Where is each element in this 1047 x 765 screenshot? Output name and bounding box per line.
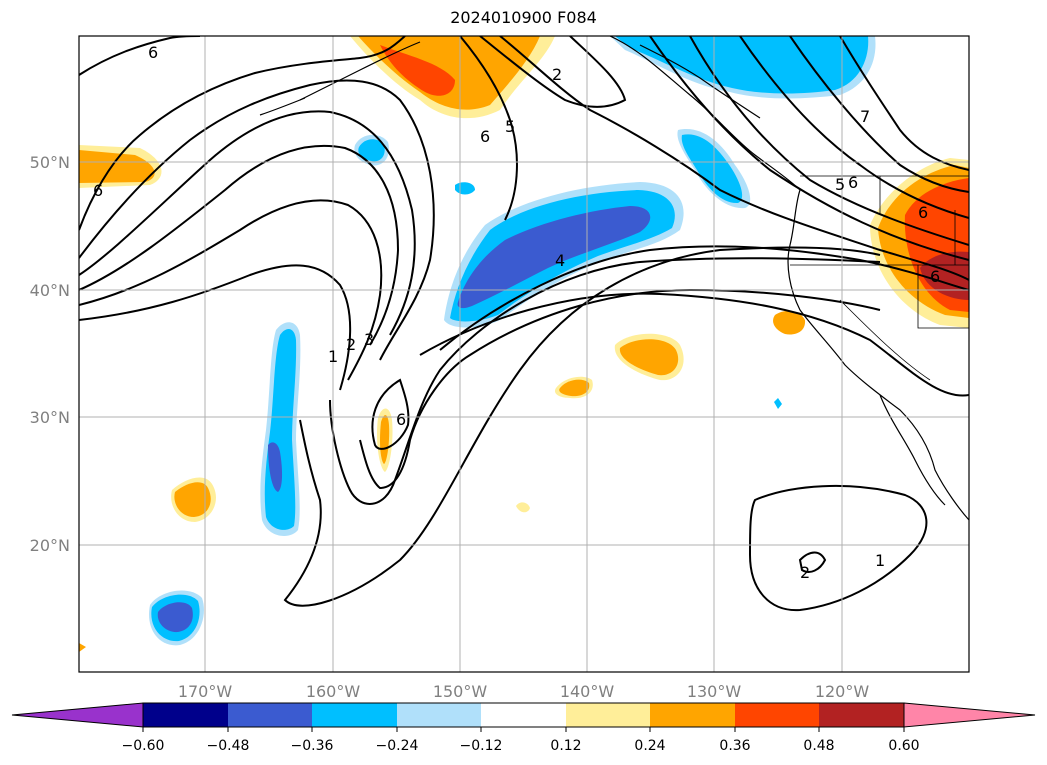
anomaly-neg-3b (358, 139, 385, 162)
contour-label: 6 (148, 43, 158, 62)
anomaly-neg-west-3 (268, 442, 283, 492)
colorbar: −0.60 −0.48 −0.36 −0.24 −0.12 0.12 0.24 … (11, 702, 1036, 754)
colorbar-tick-label: −0.24 (376, 738, 419, 754)
anomaly-pos-1b (619, 339, 679, 376)
colorbar-swatch (735, 703, 819, 727)
state-borders (790, 175, 969, 381)
anomaly-neg-sw-3 (157, 602, 193, 633)
contour-label: 2 (800, 563, 810, 582)
anomaly-pos-7 (79, 643, 86, 652)
anomaly-neg-2b (681, 134, 743, 204)
contour-lines (79, 36, 969, 612)
contour-label: 5 (835, 175, 845, 194)
longitude-labels: 170°W 160°W 150°W 140°W 130°W 120°W (178, 682, 870, 701)
lon-label: 120°W (815, 682, 870, 701)
colorbar-swatch (397, 703, 481, 727)
anomaly-pos-2 (773, 310, 806, 335)
map-background (79, 36, 969, 672)
lon-label: 140°W (560, 682, 615, 701)
colorbar-swatch (566, 703, 650, 727)
contour-label: 4 (555, 251, 565, 270)
anomaly-neg-ne-2 (615, 36, 869, 94)
anomaly-neg-small (774, 398, 782, 409)
shaded-anomalies (79, 36, 969, 652)
colorbar-swatch (481, 703, 566, 727)
map-frame (78, 35, 970, 673)
contour-label: 1 (875, 551, 885, 570)
lon-label: 160°W (306, 682, 361, 701)
contour-label: 6 (930, 267, 940, 286)
contour-label: 6 (918, 203, 928, 222)
colorbar-swatch (228, 703, 312, 727)
graticule (79, 36, 969, 672)
colorbar-tick-label: −0.48 (207, 738, 250, 754)
contour-label: 5 (505, 117, 515, 136)
lon-label: 150°W (433, 682, 488, 701)
colorbar-tick-label: −0.60 (122, 738, 165, 754)
map-title: 2024010900 F084 (450, 8, 597, 27)
colorbar-swatch (143, 703, 228, 727)
lat-label: 40°N (30, 281, 70, 300)
contour-label: 6 (848, 173, 858, 192)
colorbar-tick-label: −0.36 (291, 738, 334, 754)
anomaly-pos-west-2 (79, 150, 155, 183)
colorbar-extend-low (11, 702, 144, 728)
lat-label: 30°N (30, 408, 70, 427)
lon-label: 170°W (178, 682, 233, 701)
coastline (259, 36, 969, 521)
contour-label: 6 (93, 181, 103, 200)
colorbar-swatch (312, 703, 397, 727)
lat-label: 20°N (30, 536, 70, 555)
colorbar-tick-label: −0.12 (460, 738, 503, 754)
contour-label: 6 (480, 127, 490, 146)
anomaly-pos-5b (380, 415, 390, 464)
lon-label: 130°W (687, 682, 742, 701)
contour-label: 7 (860, 107, 870, 126)
anomaly-pos-east-4 (920, 251, 969, 300)
latitude-labels: 50°N 40°N 30°N 20°N (30, 153, 70, 555)
contour-label: 1 (328, 347, 338, 366)
colorbar-tick-label: 0.12 (550, 738, 581, 754)
contour-labels: 6 6 2 5 6 4 1 2 3 6 7 6 5 6 2 1 6 (93, 43, 940, 582)
anomaly-pos-nw-3 (380, 45, 455, 96)
colorbar-tick-label: 0.36 (719, 738, 750, 754)
colorbar-extend-high (903, 702, 1036, 728)
colorbar-tick-label: 0.48 (803, 738, 834, 754)
anomaly-pos-6 (516, 502, 530, 513)
anomaly-pos-3b (559, 379, 590, 397)
anomaly-pos-4b (174, 482, 211, 517)
colorbar-tick-label: 0.60 (888, 738, 919, 754)
contour-label: 2 (346, 335, 356, 354)
colorbar-swatch (650, 703, 735, 727)
lat-label: 50°N (30, 153, 70, 172)
colorbar-tick-label: 0.24 (634, 738, 665, 754)
contour-label: 3 (364, 330, 374, 349)
contour-label: 2 (552, 65, 562, 84)
colorbar-swatch (819, 703, 904, 727)
anomaly-neg-main-3 (457, 206, 651, 309)
contour-label: 6 (396, 410, 406, 429)
